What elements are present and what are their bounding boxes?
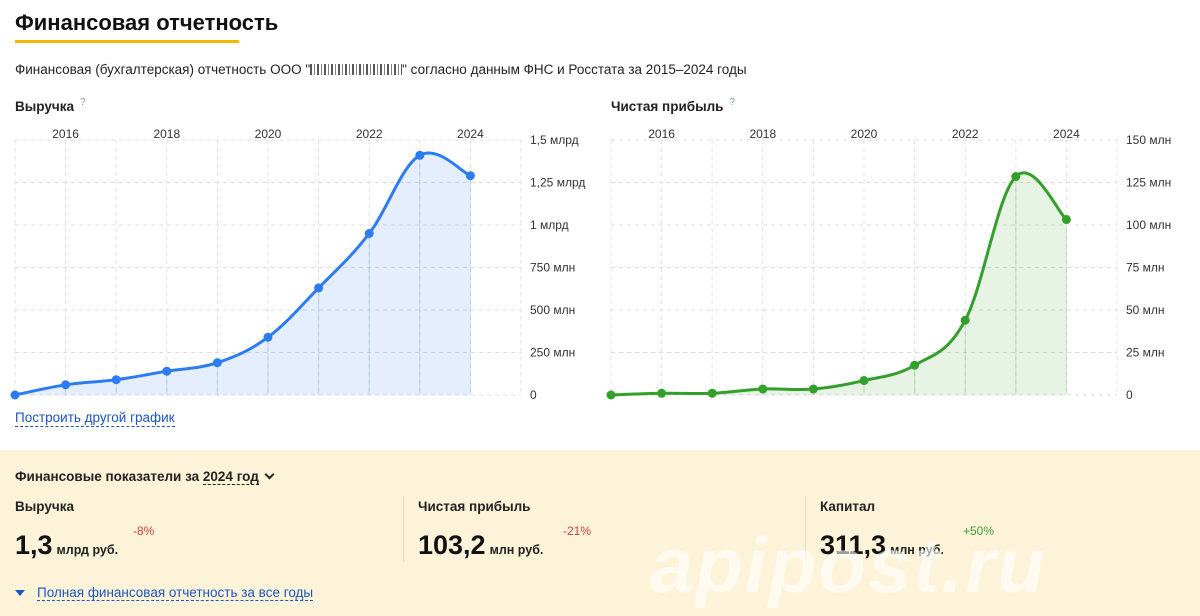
triangle-down-icon[interactable] bbox=[15, 590, 25, 596]
revenue-y-tick: 1 млрд bbox=[530, 218, 569, 232]
period-year[interactable]: 2024 год bbox=[202, 469, 259, 485]
metric-value-row: 1,3 млрд руб. bbox=[15, 530, 118, 561]
profit-x-tick: 2022 bbox=[952, 127, 979, 141]
revenue-help-icon[interactable]: ? bbox=[79, 97, 86, 108]
revenue-x-tick: 2020 bbox=[255, 127, 282, 141]
metric-revenue: Выручка 1,3 млрд руб. -8% bbox=[15, 499, 154, 560]
revenue-x-tick: 2024 bbox=[457, 127, 484, 141]
profit-x-tick: 2020 bbox=[851, 127, 878, 141]
revenue-point bbox=[162, 366, 172, 376]
revenue-point bbox=[314, 283, 324, 293]
profit-point bbox=[606, 390, 616, 400]
financial-summary-panel: Финансовые показатели за 2024 год Выручк… bbox=[0, 450, 1200, 616]
revenue-y-tick: 0 bbox=[530, 388, 537, 402]
revenue-point bbox=[364, 229, 374, 238]
metric-value-row: 311,3 млн руб. bbox=[820, 530, 944, 561]
revenue-chart: 0 250 млн 500 млн 750 млн 1 млрд 1,25 млрд 1,5… bbox=[10, 127, 585, 402]
profit-area bbox=[611, 172, 1067, 395]
redacted-company-name bbox=[310, 64, 403, 75]
profit-point bbox=[707, 388, 717, 398]
profit-x-tick: 2016 bbox=[648, 127, 675, 141]
profit-point bbox=[808, 384, 818, 394]
profit-point bbox=[758, 384, 768, 394]
metric-label: Чистая прибыль bbox=[418, 499, 531, 514]
profit-point bbox=[1061, 215, 1071, 225]
metric-value: 103,2 bbox=[418, 530, 486, 560]
revenue-y-tick: 250 млн bbox=[530, 346, 575, 360]
metric-unit: млн руб. bbox=[890, 543, 944, 557]
revenue-point bbox=[61, 380, 71, 390]
profit-chart-title: Чистая прибыль bbox=[611, 99, 724, 114]
profit-chart: 0 25 млн 50 млн 75 млн 100 млн 125 млн 150 млн… bbox=[606, 127, 1171, 402]
metric-capital: Капитал 311,3 млн руб. +50% bbox=[820, 499, 994, 560]
profit-y-tick: 0 bbox=[1126, 388, 1133, 402]
revenue-y-tick: 500 млн bbox=[530, 303, 575, 317]
metric-delta: -8% bbox=[133, 524, 155, 538]
metric-value: 1,3 bbox=[15, 530, 53, 560]
build-other-chart-link[interactable]: Построить другой график bbox=[15, 410, 175, 427]
revenue-point bbox=[212, 358, 222, 368]
metric-net-profit: Чистая прибыль 103,2 млн руб. -21% bbox=[418, 499, 591, 560]
revenue-point bbox=[415, 150, 425, 160]
profit-chart-label: Чистая прибыль? bbox=[611, 97, 735, 114]
profit-point bbox=[910, 360, 920, 370]
full-report-link[interactable]: Полная финансовая отчетность за все годы bbox=[15, 585, 314, 601]
chevron-down-icon[interactable] bbox=[264, 469, 275, 480]
revenue-area bbox=[15, 152, 471, 395]
revenue-chart-title: Выручка bbox=[15, 99, 74, 114]
profit-y-tick: 125 млн bbox=[1126, 176, 1171, 190]
watermark: apipost.ru bbox=[650, 521, 1048, 609]
page-title: Финансовая отчетность bbox=[15, 10, 279, 35]
profit-y-tick: 100 млн bbox=[1126, 218, 1171, 232]
title-underline bbox=[15, 40, 239, 43]
revenue-y-tick: 1,25 млрд bbox=[530, 176, 585, 190]
profit-point bbox=[960, 315, 970, 325]
metric-unit: млрд руб. bbox=[56, 543, 119, 557]
metric-value: 311,3 bbox=[820, 530, 887, 560]
revenue-point bbox=[263, 332, 273, 342]
period-selector[interactable]: Финансовые показатели за 2024 год bbox=[15, 469, 275, 485]
subtitle-suffix: " согласно данным ФНС и Росстата за 2015… bbox=[402, 62, 747, 77]
metric-label: Выручка bbox=[15, 499, 74, 514]
profit-x-tick: 2024 bbox=[1053, 127, 1080, 141]
revenue-y-tick: 750 млн bbox=[530, 261, 575, 275]
metric-delta: +50% bbox=[963, 524, 995, 538]
metric-label: Капитал bbox=[820, 499, 876, 514]
revenue-point bbox=[10, 390, 20, 400]
divider bbox=[805, 496, 806, 562]
profit-y-tick: 25 млн bbox=[1126, 346, 1165, 360]
metric-value-row: 103,2 млн руб. bbox=[418, 530, 543, 561]
profit-y-tick: 150 млн bbox=[1126, 133, 1171, 147]
profit-y-tick: 50 млн bbox=[1126, 303, 1165, 317]
metric-delta: -21% bbox=[563, 524, 592, 538]
metric-unit: млн руб. bbox=[489, 543, 544, 557]
profit-point bbox=[1011, 172, 1021, 182]
page-subtitle: Финансовая (бухгалтерская) отчетность ОО… bbox=[15, 62, 747, 77]
profit-help-icon[interactable]: ? bbox=[729, 97, 736, 108]
revenue-line bbox=[13, 151, 472, 397]
divider bbox=[403, 496, 404, 562]
profit-x-tick: 2018 bbox=[749, 127, 776, 141]
profit-y-tick: 75 млн bbox=[1126, 261, 1165, 275]
profit-point bbox=[859, 376, 869, 386]
revenue-chart-label: Выручка? bbox=[15, 97, 86, 114]
revenue-point bbox=[111, 375, 121, 385]
full-report-link-text[interactable]: Полная финансовая отчетность за все годы bbox=[37, 585, 314, 601]
revenue-x-tick: 2018 bbox=[153, 127, 180, 141]
revenue-point bbox=[465, 171, 475, 181]
subtitle-prefix: Финансовая (бухгалтерская) отчетность ОО… bbox=[15, 62, 311, 77]
profit-point bbox=[657, 388, 667, 398]
revenue-x-tick: 2022 bbox=[356, 127, 383, 141]
period-label: Финансовые показатели за bbox=[15, 469, 200, 484]
revenue-x-tick: 2016 bbox=[52, 127, 79, 141]
revenue-y-tick: 1,5 млрд bbox=[530, 133, 579, 147]
